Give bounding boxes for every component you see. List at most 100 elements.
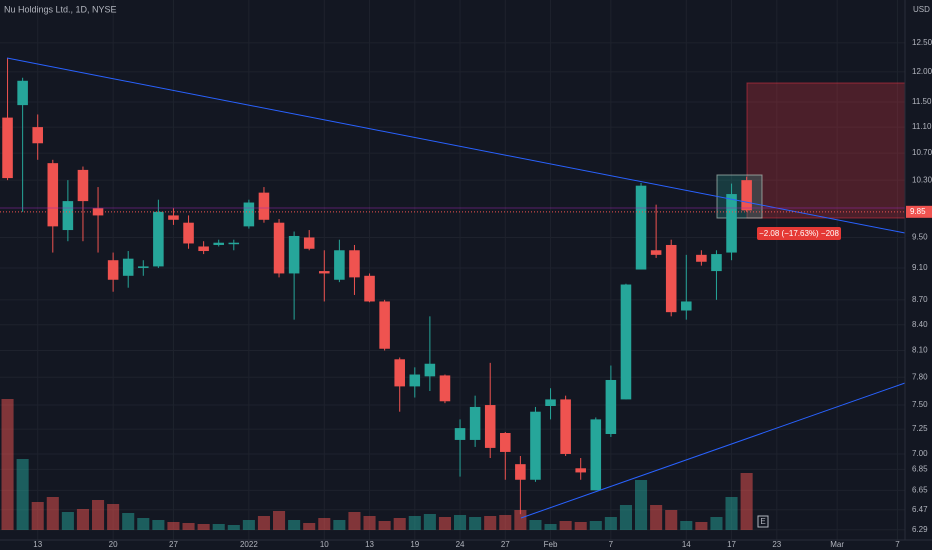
chart-title: Nu Holdings Ltd., 1D, NYSE [4, 4, 117, 14]
candle-layer [2, 58, 752, 515]
candle-body [47, 163, 59, 227]
earnings-box[interactable] [757, 515, 769, 528]
volume-bar [227, 525, 240, 530]
y-tick-label: 6.65 [912, 485, 928, 494]
candle-body [545, 399, 556, 406]
y-tick-label: 9.50 [912, 233, 928, 242]
candle-body [439, 375, 451, 402]
volume-bar [725, 497, 738, 530]
x-tick-label: 27 [169, 540, 178, 549]
candle-body [153, 211, 164, 267]
volume-bar [680, 521, 693, 530]
volume-bar [635, 480, 648, 530]
volume-bar [288, 520, 301, 530]
y-tick-label: 6.47 [912, 505, 928, 514]
x-tick-label: 13 [365, 540, 374, 549]
volume-bar [740, 473, 753, 530]
candle-body [77, 169, 89, 202]
volume-bar [650, 505, 663, 530]
candle-body [530, 411, 541, 480]
volume-bar [92, 500, 105, 530]
volume-bar [619, 505, 632, 530]
y-tick-label: 8.40 [912, 320, 928, 329]
candle-body [560, 399, 571, 454]
earnings-marker[interactable]: E [760, 517, 765, 526]
volume-bar [61, 512, 74, 530]
y-tick-label: 7.25 [912, 424, 928, 433]
y-tick-label: 10.70 [912, 148, 932, 157]
candle-body [122, 258, 134, 276]
volume-bar [152, 520, 165, 530]
candle-body [726, 194, 737, 253]
y-tick-label: 10.30 [912, 175, 932, 184]
volume-bar [423, 514, 436, 530]
candle-body [198, 246, 209, 252]
x-tick-label: 24 [456, 540, 465, 549]
candle-body [681, 301, 692, 311]
volume-bar [574, 522, 587, 530]
last-price-box [906, 205, 932, 218]
volume-bar [559, 521, 572, 530]
volume-bar [499, 515, 512, 530]
volume-bar [212, 524, 225, 530]
y-tick-label: 8.70 [912, 295, 928, 304]
volume-bar [31, 502, 44, 530]
candle-body [711, 254, 722, 272]
candle-body [303, 237, 315, 249]
volume-bar [76, 509, 89, 530]
y-tick-label: 12.50 [912, 38, 932, 47]
x-tick-label: 7 [609, 540, 614, 549]
y-tick-label: 6.29 [912, 525, 928, 534]
volume-layer [1, 399, 753, 530]
candle-body [228, 242, 240, 245]
candle-body [349, 250, 360, 278]
x-tick-label: Feb [544, 540, 558, 549]
candle-body [17, 80, 28, 106]
volume-bar [589, 521, 602, 530]
x-tick-label: 20 [109, 540, 118, 549]
stop-zone [746, 82, 906, 219]
candle-body [62, 201, 74, 231]
volume-bar [242, 520, 255, 530]
volume-bar [182, 523, 195, 530]
volume-bar [197, 524, 210, 530]
candle-body [138, 266, 149, 268]
last-price-label: 9.85 [910, 207, 926, 216]
volume-bar [378, 521, 391, 530]
x-tick-label: 27 [501, 540, 510, 549]
candle-body [696, 254, 707, 262]
candle-body [334, 250, 345, 280]
candle-body [515, 464, 526, 480]
grid [0, 0, 905, 540]
volume-bar [303, 523, 316, 530]
x-tick-label: 10 [320, 540, 329, 549]
candle-body [168, 215, 179, 220]
candle-body [665, 244, 677, 313]
volume-bar [454, 515, 467, 530]
candle-body [243, 202, 255, 227]
volume-bar [695, 522, 708, 530]
position-label: −2.08 (−17.63%) −208 [759, 229, 839, 238]
x-tick-label: 13 [33, 540, 42, 549]
volume-bar [122, 513, 135, 530]
candle-body [364, 275, 375, 302]
y-tick-label: 7.80 [912, 372, 928, 381]
volume-bar [333, 520, 346, 530]
position-box [757, 227, 841, 240]
x-tick-label: 19 [410, 540, 419, 549]
candle-body [484, 405, 496, 448]
candle-body [469, 406, 481, 440]
volume-bar [348, 512, 361, 530]
y-tick-label: 8.10 [912, 346, 928, 355]
x-tick-label: 17 [727, 540, 736, 549]
y-tick-label: 12.00 [912, 67, 932, 76]
volume-bar [665, 510, 678, 530]
x-tick-label: 14 [682, 540, 691, 549]
candle-body [590, 419, 602, 491]
candle-body [273, 222, 285, 274]
volume-bar [16, 459, 29, 530]
volume-bar [469, 517, 482, 530]
candle-body [454, 428, 466, 440]
y-tick-label: 6.85 [912, 464, 928, 473]
